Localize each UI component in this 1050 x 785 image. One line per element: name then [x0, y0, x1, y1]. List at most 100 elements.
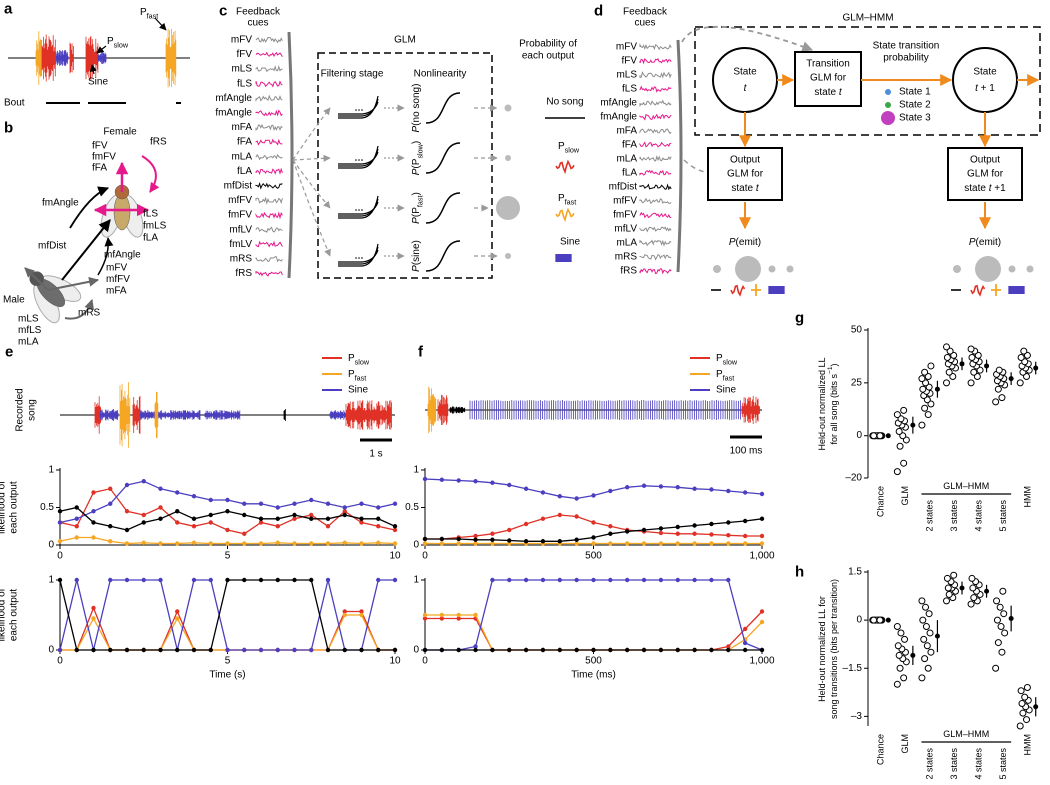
- mean-point: [1033, 365, 1039, 371]
- label-part: P: [411, 168, 422, 175]
- data-point: [997, 623, 1005, 631]
- series-point: [91, 535, 96, 540]
- series-point: [473, 612, 478, 618]
- label: fmFV: [613, 210, 637, 221]
- label-part: P: [558, 141, 565, 152]
- series-point: [392, 541, 398, 546]
- y-tick-label: 50: [851, 325, 863, 336]
- waveform: [283, 409, 286, 421]
- cue-trace: [255, 51, 283, 58]
- label-part: fast: [565, 197, 577, 206]
- label: fmAngle: [600, 112, 637, 123]
- label: Transition: [806, 59, 850, 70]
- label: GLM for: [967, 169, 1004, 180]
- label: mfFV: [613, 196, 637, 207]
- data-point: [967, 345, 975, 353]
- label-part: P: [729, 237, 736, 248]
- label: GLM–HMM: [842, 13, 893, 24]
- series-point: [692, 577, 697, 583]
- series-point: [742, 541, 748, 546]
- series-point: [158, 577, 163, 583]
- x-tick-label: 500: [585, 656, 602, 667]
- y-tick-label: 0.5: [405, 502, 419, 513]
- series-point: [726, 577, 731, 583]
- label-part: t: [744, 83, 748, 94]
- legend-label: Pslow: [716, 353, 738, 367]
- series-point: [158, 647, 163, 653]
- series-point: [540, 647, 546, 653]
- series-point: [523, 577, 529, 583]
- x-tick-label: 1,000: [749, 656, 774, 667]
- series-point: [439, 536, 445, 542]
- data-point: [969, 584, 977, 592]
- group-label: GLM–HMM: [943, 481, 989, 491]
- label: fLA: [143, 233, 158, 244]
- data-point: [992, 664, 1000, 672]
- data-point: [944, 584, 952, 592]
- fly: [100, 184, 144, 238]
- series-point: [225, 527, 230, 533]
- label: fLS: [237, 78, 252, 89]
- fly-body: [113, 193, 131, 231]
- series-point: [507, 482, 512, 488]
- output-probability: [496, 196, 520, 220]
- data-point: [992, 398, 1000, 406]
- series-point: [625, 529, 630, 534]
- label: fFV: [92, 141, 108, 152]
- song-glyph: [555, 159, 575, 175]
- series-point: [242, 501, 247, 506]
- song-glyph: [768, 286, 785, 294]
- series-point: [191, 577, 197, 583]
- series-point: [158, 486, 163, 491]
- output-probability: [504, 104, 512, 112]
- series-point: [191, 540, 197, 545]
- label: Female: [103, 127, 137, 138]
- waveform: [69, 42, 74, 74]
- panel-label: f: [418, 344, 424, 361]
- data-point: [894, 642, 902, 650]
- series-point: [473, 644, 478, 649]
- state-node: [952, 47, 1018, 113]
- x-tick-label: 1,000: [749, 551, 774, 562]
- x-tick-label: 4 states: [974, 748, 984, 780]
- series-point: [658, 530, 664, 536]
- y-tick-label: 0: [856, 430, 862, 441]
- mean-point: [984, 588, 990, 594]
- series-point: [557, 512, 562, 518]
- waveform: [437, 395, 449, 425]
- series-point: [692, 486, 697, 491]
- label: State 3: [899, 113, 931, 124]
- series-point: [540, 577, 546, 583]
- y-axis-label: Held-out normalized LL for: [817, 596, 827, 702]
- cue-trace: [639, 85, 672, 93]
- data-point: [897, 629, 905, 637]
- group-label: GLM–HMM: [943, 729, 989, 739]
- series-point: [91, 490, 96, 495]
- x-tick-label: 5: [225, 656, 231, 667]
- series-point: [141, 647, 146, 653]
- data-point: [919, 616, 927, 624]
- series-point: [376, 647, 381, 653]
- series-point: [625, 577, 630, 583]
- label-part: (P: [411, 158, 422, 168]
- series-point: [309, 516, 314, 521]
- series-point: [208, 577, 213, 583]
- x-axis-label: Time (ms): [571, 670, 616, 681]
- data-point: [968, 574, 976, 582]
- series-point: [242, 577, 247, 583]
- data-point: [943, 574, 951, 582]
- series-point: [557, 494, 562, 499]
- x-tick-label: 3 states: [949, 500, 959, 532]
- series-point: [258, 501, 264, 506]
- y-tick-label: –1.5: [843, 663, 863, 674]
- series-point: [574, 647, 579, 653]
- series-point: [742, 490, 748, 495]
- series-point: [309, 497, 314, 503]
- data-point: [999, 587, 1007, 595]
- series-point: [422, 616, 428, 621]
- emission-probability: [1008, 265, 1016, 273]
- cue-trace: [639, 99, 672, 107]
- arrow: [64, 299, 95, 320]
- arrow: [292, 159, 331, 209]
- series-point: [523, 647, 529, 653]
